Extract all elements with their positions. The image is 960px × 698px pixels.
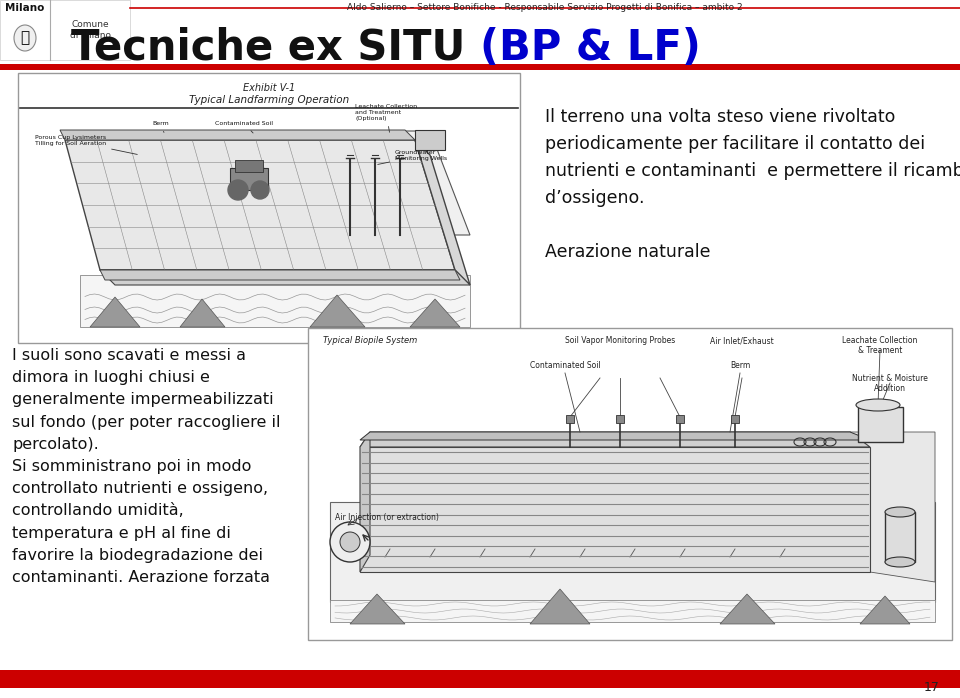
Text: 🛡: 🛡 xyxy=(20,31,30,45)
Text: Typical Landfarming Operation: Typical Landfarming Operation xyxy=(189,95,349,105)
Text: Aldo Salierno – Settore Bonifiche - Responsabile Servizio Progetti di Bonifica –: Aldo Salierno – Settore Bonifiche - Resp… xyxy=(348,3,743,13)
Polygon shape xyxy=(180,299,225,327)
Text: Tecniche ex SITU: Tecniche ex SITU xyxy=(71,27,480,69)
Polygon shape xyxy=(330,600,935,622)
Ellipse shape xyxy=(14,25,36,51)
Polygon shape xyxy=(530,589,590,624)
Polygon shape xyxy=(360,432,870,440)
Text: Berm: Berm xyxy=(730,361,750,370)
Circle shape xyxy=(340,532,360,552)
Polygon shape xyxy=(65,140,455,270)
Text: Aerazione naturale: Aerazione naturale xyxy=(545,243,710,261)
Polygon shape xyxy=(350,594,405,624)
Text: Milano: Milano xyxy=(6,3,45,13)
Polygon shape xyxy=(360,447,870,572)
Circle shape xyxy=(228,180,248,200)
Polygon shape xyxy=(60,130,415,140)
Polygon shape xyxy=(90,297,140,327)
Text: Porous Cup Lysimeters
Tilling for Soil Aeration: Porous Cup Lysimeters Tilling for Soil A… xyxy=(35,135,137,154)
Text: Leachate Collection
& Treament: Leachate Collection & Treament xyxy=(842,336,918,355)
Polygon shape xyxy=(720,594,775,624)
Bar xyxy=(308,328,952,640)
Bar xyxy=(616,415,624,423)
Polygon shape xyxy=(100,270,470,285)
Circle shape xyxy=(330,522,370,562)
Text: Exhibit V-1: Exhibit V-1 xyxy=(243,83,295,93)
Text: (BP & LF): (BP & LF) xyxy=(480,27,701,69)
Bar xyxy=(676,415,684,423)
Text: Groundwater
Monitoring Wells: Groundwater Monitoring Wells xyxy=(377,150,447,165)
Polygon shape xyxy=(100,270,460,280)
Text: nutrienti e contaminanti  e permettere il ricambio: nutrienti e contaminanti e permettere il… xyxy=(545,162,960,180)
Bar xyxy=(566,415,574,423)
Polygon shape xyxy=(360,432,370,572)
Bar xyxy=(415,130,445,150)
Text: Soil Vapor Monitoring Probes: Soil Vapor Monitoring Probes xyxy=(564,336,675,345)
Bar xyxy=(0,670,960,688)
Polygon shape xyxy=(80,131,470,235)
Bar xyxy=(235,160,263,172)
Ellipse shape xyxy=(885,557,915,567)
Ellipse shape xyxy=(856,399,900,411)
Ellipse shape xyxy=(885,507,915,517)
Text: Contaminated Soil: Contaminated Soil xyxy=(215,121,273,133)
Polygon shape xyxy=(360,432,870,447)
Polygon shape xyxy=(330,502,935,602)
Text: Nutrient & Moisture
Addition: Nutrient & Moisture Addition xyxy=(852,374,928,394)
Text: Contaminated Soil: Contaminated Soil xyxy=(530,361,600,370)
Circle shape xyxy=(251,181,269,199)
Text: Berm: Berm xyxy=(152,121,169,133)
Polygon shape xyxy=(415,140,470,285)
Polygon shape xyxy=(410,299,460,327)
Text: Air Inlet/Exhaust: Air Inlet/Exhaust xyxy=(710,336,774,345)
Text: Comune
di Milano: Comune di Milano xyxy=(69,20,110,40)
Bar xyxy=(858,407,903,442)
Text: 17: 17 xyxy=(924,681,940,694)
Polygon shape xyxy=(80,275,470,327)
Text: Air Injection (or extraction): Air Injection (or extraction) xyxy=(335,512,439,521)
Bar xyxy=(0,0,130,60)
Bar xyxy=(885,512,915,562)
Text: I suoli sono scavati e messi a
dimora in luoghi chiusi e
generalmente impermeabi: I suoli sono scavati e messi a dimora in… xyxy=(12,348,280,585)
Bar xyxy=(18,73,520,343)
Polygon shape xyxy=(310,295,365,327)
Text: d’ossigeno.: d’ossigeno. xyxy=(545,189,644,207)
Text: Leachate Collection
and Treatment
(Optional): Leachate Collection and Treatment (Optio… xyxy=(355,105,418,132)
Bar xyxy=(731,415,739,423)
Bar xyxy=(0,64,960,70)
Bar xyxy=(230,168,268,190)
Polygon shape xyxy=(860,596,910,624)
Polygon shape xyxy=(850,432,935,582)
Text: Typical Biopile System: Typical Biopile System xyxy=(323,336,418,345)
Text: periodicamente per facilitare il contatto dei: periodicamente per facilitare il contatt… xyxy=(545,135,925,153)
Text: Il terreno una volta steso viene rivoltato: Il terreno una volta steso viene rivolta… xyxy=(545,108,896,126)
